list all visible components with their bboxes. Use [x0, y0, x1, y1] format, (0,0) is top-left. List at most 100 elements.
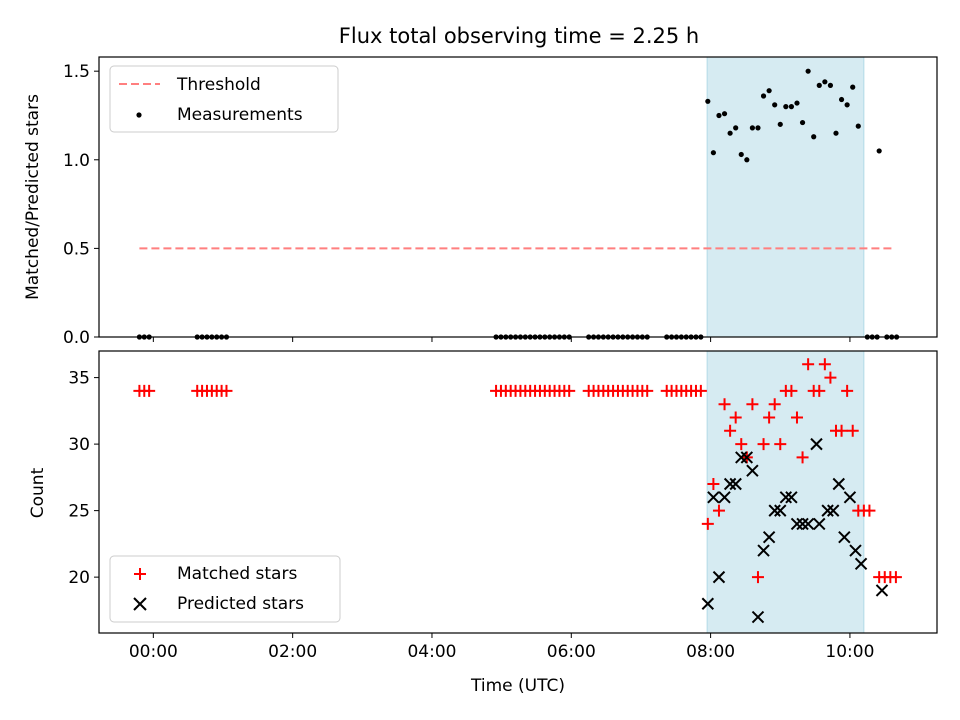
matched-stars-point: [768, 398, 781, 411]
measurements-point: [705, 98, 711, 104]
measurements-point: [755, 125, 761, 131]
predicted-stars-point: [751, 610, 765, 624]
predicted-stars-point: [757, 544, 770, 557]
measurements-point: [733, 125, 739, 131]
measurements-legend-label: Measurements: [177, 105, 303, 125]
matched-stars-point: [701, 517, 714, 530]
matched-stars-point: [846, 424, 859, 437]
matched-stars-point: [729, 411, 742, 424]
predicted-stars-point: [785, 491, 798, 504]
bottom-y-axis-label: Count: [28, 467, 48, 518]
measurements-legend-marker: [136, 112, 142, 118]
predicted-stars-point: [701, 597, 715, 610]
matched-stars-point: [818, 358, 831, 371]
measurements-point: [794, 100, 800, 106]
measurements-point: [727, 130, 733, 136]
matched-stars-point: [863, 504, 876, 517]
top-legend-box: [109, 65, 339, 133]
measurements-point: [738, 151, 744, 158]
predicted-stars-point: [729, 477, 742, 491]
matched-legend-marker: [134, 568, 146, 580]
bottom-legend: Matched stars Predicted stars: [109, 555, 341, 623]
predicted-stars-point: [875, 584, 889, 597]
measurements-point: [850, 84, 856, 90]
xtick-label: 08:00: [686, 642, 735, 662]
top-legend: Threshold Measurements: [109, 65, 339, 133]
xtick-label: 06:00: [547, 642, 596, 662]
matched-stars-point: [790, 411, 803, 424]
top-ytick-label: 1.0: [63, 151, 90, 171]
top-ytick-label: 1.5: [63, 62, 90, 82]
measurements-point: [822, 79, 828, 85]
predicted-stars-point: [723, 477, 737, 491]
predicted-stars-point: [821, 504, 834, 517]
matched-stars-point: [718, 398, 731, 411]
top-panel-frame: [98, 56, 938, 338]
measurements-point: [749, 125, 756, 131]
measurements-point: [716, 112, 722, 119]
matched-legend-label: Matched stars: [177, 564, 297, 584]
matched-stars-point: [143, 384, 156, 397]
predicted-stars-point: [813, 517, 826, 531]
predicted-stars-point: [838, 531, 851, 544]
predicted-stars-point: [768, 504, 781, 517]
matched-stars-point: [707, 478, 720, 491]
bottom-ytick-label: 35: [68, 369, 90, 389]
predicted-stars-point: [827, 504, 840, 517]
matched-stars-point: [220, 384, 233, 397]
measurements-point: [783, 104, 789, 110]
matched-stars-point: [802, 358, 815, 371]
xtick-label: 10:00: [825, 642, 874, 662]
measurements-point: [760, 93, 767, 99]
matched-stars-point: [712, 504, 725, 517]
predicted-stars-point: [790, 517, 804, 531]
xtick-label: 04:00: [407, 642, 456, 662]
predicted-stars-point: [832, 477, 845, 491]
bottom-ytick-label: 30: [68, 435, 90, 455]
predicted-stars-point: [712, 570, 726, 584]
predicted-stars-point: [774, 504, 787, 517]
measurements-point: [833, 130, 839, 136]
matched-stars-point: [841, 384, 854, 397]
predicted-stars-point: [740, 451, 754, 464]
top-ytick-label: 0.5: [63, 239, 90, 259]
measurements-point: [772, 102, 778, 108]
measurements-point: [766, 88, 772, 94]
measurements-point: [799, 119, 806, 126]
bottom-ytick-label: 25: [68, 502, 90, 522]
predicted-stars-point: [735, 451, 748, 464]
matched-stars-point: [824, 371, 837, 384]
matched-stars-point: [746, 398, 759, 411]
measurements-point: [710, 150, 716, 156]
matched-stars-point: [563, 384, 576, 397]
predicted-stars-point: [810, 437, 823, 451]
measurements-point: [777, 121, 783, 127]
matched-stars-point: [763, 411, 776, 424]
top-y-axis-label: Matched/Predicted stars: [23, 94, 43, 300]
matched-stars-point: [889, 571, 902, 584]
measurements-point: [805, 68, 811, 74]
predicted-stars-point: [707, 491, 720, 504]
measurements-point: [721, 111, 728, 117]
top-observing-interval: [706, 56, 865, 338]
measurements-point: [827, 82, 834, 88]
matched-stars-point: [751, 571, 764, 584]
bottom-ytick-label: 20: [68, 568, 90, 588]
measurements-point: [838, 96, 845, 103]
bottom-observing-interval: [706, 350, 865, 634]
matched-stars-point: [774, 438, 787, 451]
predicted-legend-label: Predicted stars: [177, 594, 304, 614]
chart-title: Flux total observing time = 2.25 h: [339, 24, 699, 48]
matched-stars-point: [785, 384, 798, 397]
bottom-panel-frame: [98, 350, 938, 634]
predicted-stars-point: [718, 491, 731, 504]
predicted-stars-point: [849, 544, 862, 557]
measurements-panel: 0.0 0.5 1.0 1.5 Matched/Predicted stars Thr…: [23, 56, 938, 348]
measurements-point: [744, 157, 750, 163]
xtick-label: 02:00: [268, 642, 317, 662]
predicted-stars-point: [796, 517, 809, 531]
top-ytick-label: 0.0: [63, 328, 90, 348]
matched-stars-point: [835, 424, 848, 437]
